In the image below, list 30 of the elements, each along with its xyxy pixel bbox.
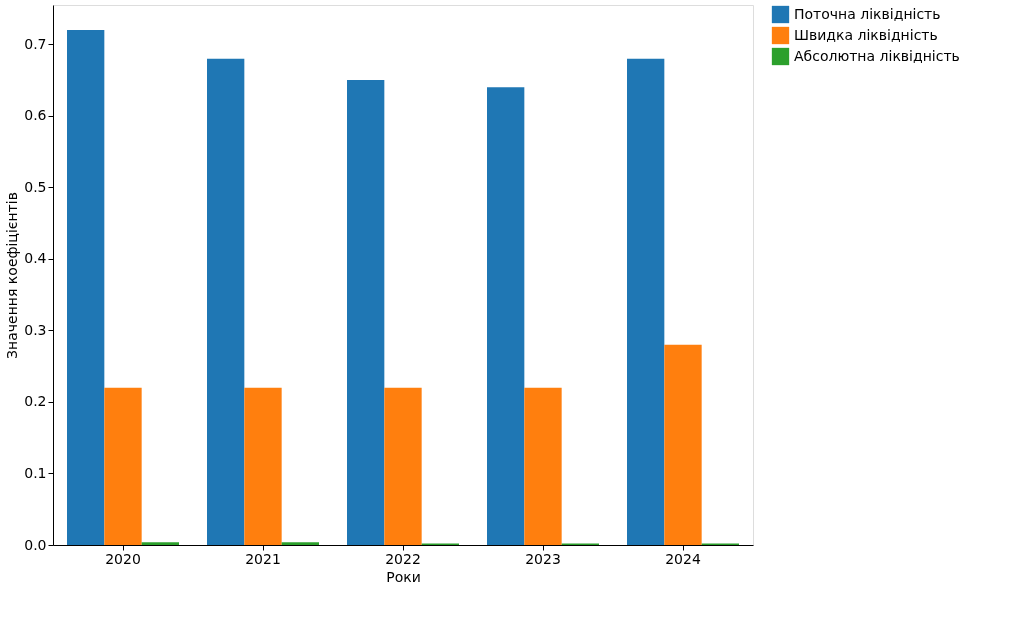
bar <box>281 542 319 545</box>
y-tick-label: 0.0 <box>24 536 47 553</box>
x-tick-label: 2023 <box>525 550 561 567</box>
y-tick-label: 0.4 <box>24 250 47 267</box>
bar <box>664 344 702 545</box>
legend-label: Поточна ліквідність <box>794 5 941 22</box>
bar <box>487 87 525 545</box>
bar <box>347 80 385 545</box>
y-axis-title: Значення коефіцієнтів <box>4 192 21 359</box>
x-tick-label: 2020 <box>105 550 141 567</box>
bar <box>627 58 665 545</box>
x-axis-title: Роки <box>386 568 421 585</box>
y-tick-label: 0.1 <box>24 464 47 481</box>
y-tick-label: 0.7 <box>24 35 47 52</box>
bar <box>384 387 422 545</box>
legend-label: Швидка ліквідність <box>794 26 938 43</box>
bar <box>104 387 142 545</box>
x-tick-label: 2022 <box>385 550 421 567</box>
y-tick-label: 0.6 <box>24 107 47 124</box>
bar <box>207 58 245 545</box>
bar <box>524 387 562 545</box>
x-tick-label: 2021 <box>245 550 281 567</box>
bar <box>67 30 105 545</box>
legend-label: Абсолютна ліквідність <box>794 47 960 64</box>
y-tick-label: 0.2 <box>24 393 47 410</box>
bar <box>141 542 179 545</box>
y-tick-label: 0.5 <box>24 178 47 195</box>
x-tick-label: 2024 <box>665 550 701 567</box>
bar <box>244 387 282 545</box>
y-tick-label: 0.3 <box>24 321 47 338</box>
